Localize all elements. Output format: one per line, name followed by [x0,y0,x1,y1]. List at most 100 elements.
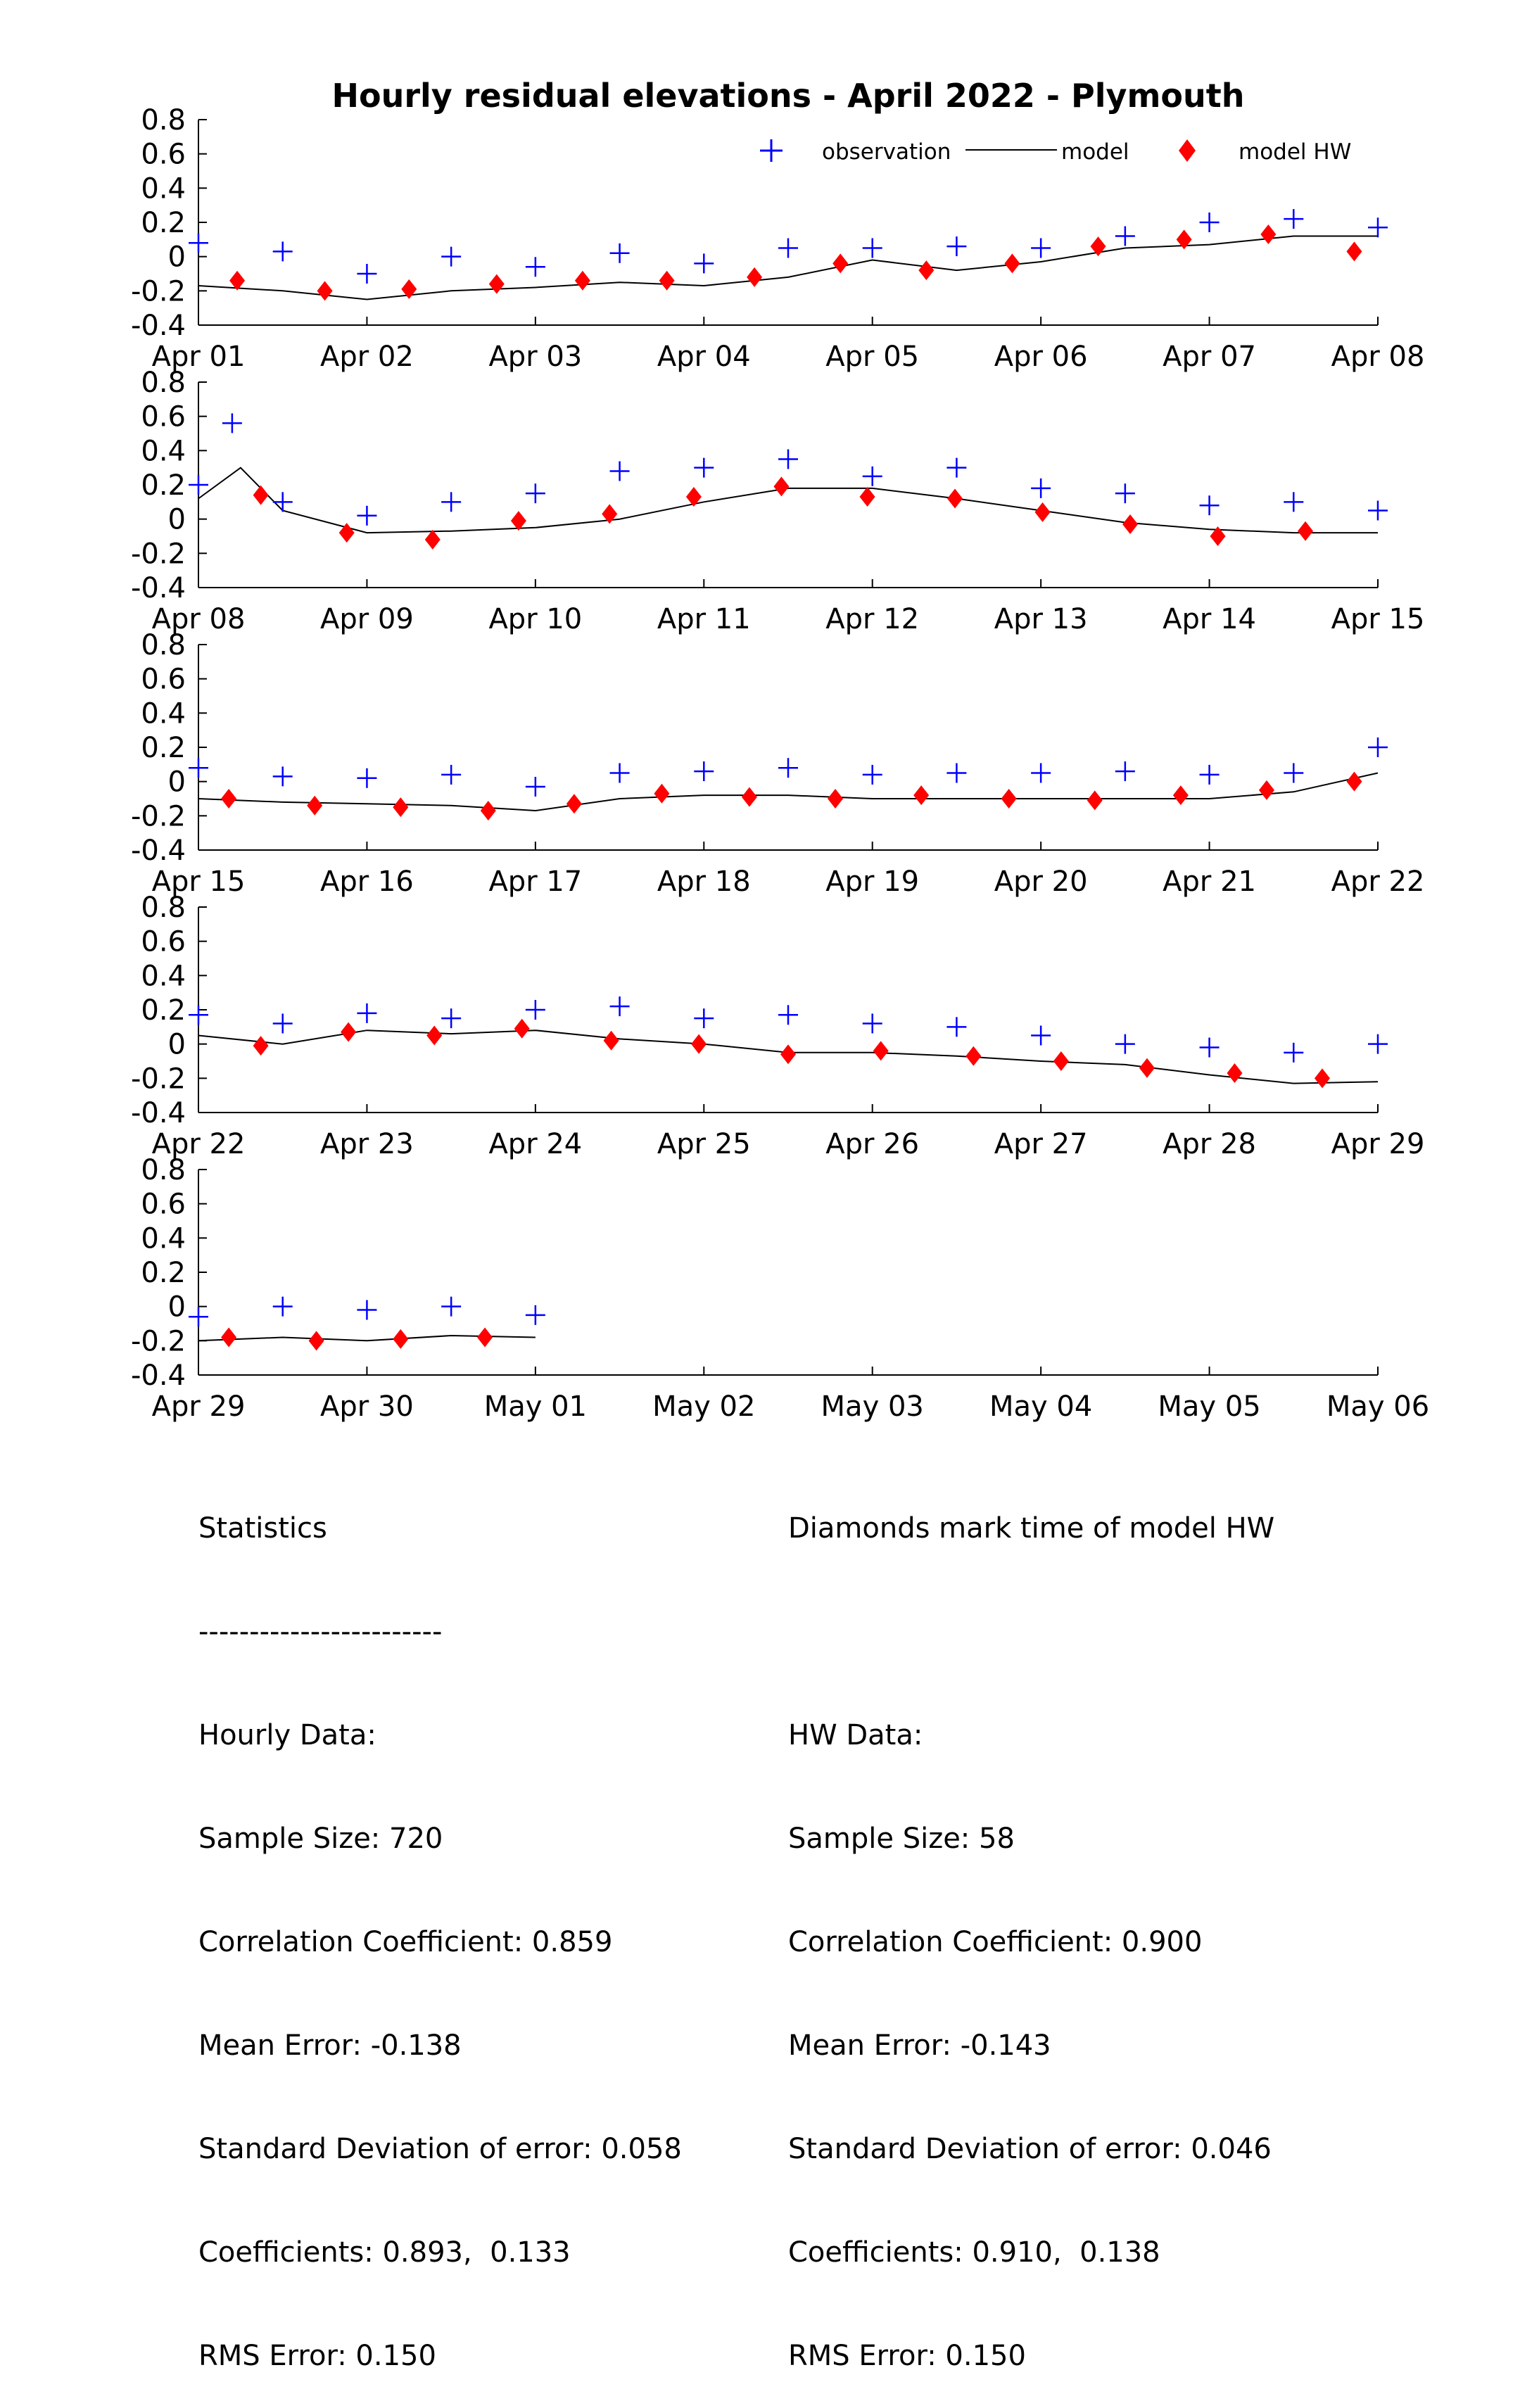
x-tick-label: Apr 10 [488,603,582,635]
model-hw-point [1210,526,1226,546]
y-tick-label: 0.6 [141,401,186,433]
observation-point [357,768,377,788]
model-hw-point [229,270,246,291]
x-tick-label: Apr 26 [825,1128,919,1160]
hw-spacer [788,1615,1274,1649]
y-tick-label: 0.4 [141,172,186,205]
y-tick-label: 0.2 [141,732,186,764]
x-tick-label: Apr 29 [1331,1128,1425,1160]
observation-point [1115,1034,1135,1054]
observation-point [441,1296,462,1317]
observation-point [272,492,293,512]
legend-model-hw-marker [1179,139,1196,162]
model-hw-point [480,801,496,821]
y-tick-label: -0.4 [131,1097,186,1129]
observation-point [946,236,967,257]
model-hw-point [1034,502,1051,522]
x-tick-label: Apr 15 [152,866,246,898]
y-tick-label: 0.8 [141,892,186,924]
observation-point [862,764,882,785]
model-hw-point [685,487,702,507]
observation-point [1115,226,1135,246]
y-tick-label: 0.6 [141,664,186,696]
observation-point [694,761,714,782]
observation-point [1284,1042,1304,1063]
y-tick-label: 0.8 [141,1154,186,1186]
model-hw-point [393,1329,409,1349]
legend-model-label: model [1061,139,1129,165]
observation-point [1284,492,1304,512]
y-tick-label: 0.2 [141,207,186,239]
y-tick-label: -0.2 [131,1063,186,1095]
model-hw-point [913,785,930,806]
observation-point [189,1005,208,1025]
y-tick-label: 0.8 [141,629,186,661]
y-tick-label: -0.2 [131,1325,186,1357]
x-tick-label: Apr 08 [1331,341,1425,373]
stats-coefficients: Coefficients: 0.893, 0.133 [198,2236,571,2269]
hw-coefficients: Coefficients: 0.910, 0.138 [788,2236,1160,2269]
model-hw-point [747,267,763,287]
y-tick-label: 0.8 [141,367,186,399]
x-tick-label: May 01 [484,1390,587,1423]
model-hw-point [602,504,618,524]
observation-point [272,1013,293,1034]
model-hw-point [1087,790,1103,811]
model-hw-point [659,270,675,291]
observation-point [189,475,208,495]
observation-point [525,1305,545,1325]
observation-point [441,764,462,785]
observation-point [1368,1034,1388,1054]
observation-point [357,1003,377,1023]
x-tick-label: May 03 [821,1390,924,1423]
x-tick-label: Apr 02 [320,341,414,373]
x-tick-label: Apr 11 [657,603,751,635]
model-hw-point [221,789,237,809]
observation-point [222,413,242,433]
x-tick-label: Apr 13 [994,603,1088,635]
x-tick-label: Apr 06 [994,341,1088,373]
model-hw-point [832,253,849,274]
observation-point [357,505,377,526]
x-tick-label: Apr 27 [994,1128,1088,1160]
y-tick-label: -0.4 [131,572,186,604]
x-tick-label: Apr 23 [320,1128,414,1160]
observation-point [1031,763,1051,783]
hw-correlation: Correlation Coefficient: 0.900 [788,1926,1203,1958]
chart-title: Hourly residual elevations - April 2022 … [331,77,1244,115]
x-tick-label: Apr 22 [152,1128,246,1160]
x-tick-label: Apr 18 [657,866,751,898]
observation-point [694,457,714,478]
model-hw-point [221,1327,237,1348]
stats-rule: ------------------------ [198,1616,443,1648]
model-hw-point [1004,253,1020,274]
observation-point [946,763,967,783]
model-hw-point [1314,1068,1330,1089]
x-tick-label: Apr 12 [825,603,919,635]
y-tick-label: 0 [168,766,186,799]
stats-std-dev: Standard Deviation of error: 0.058 [198,2133,682,2165]
model-hw-point [574,270,590,291]
observation-point [1199,495,1220,516]
observation-point [1368,217,1388,238]
stats-rms-error: RMS Error: 0.150 [198,2340,436,2372]
model-hw-point [828,789,844,809]
model-hw-point [1258,780,1274,800]
y-tick-label: 0.8 [141,104,186,137]
observation-point [1199,213,1220,232]
hw-statistics: Diamonds mark time of model HW HW Data: … [788,1443,1274,2408]
residual-chart: Hourly residual elevations - April 2022 … [131,77,1429,1423]
x-tick-label: Apr 21 [1163,866,1256,898]
x-tick-label: Apr 28 [1163,1128,1256,1160]
model-hw-point [341,1022,357,1042]
x-tick-label: Apr 05 [825,341,919,373]
x-tick-label: Apr 09 [320,603,414,635]
observation-point [1368,500,1388,521]
observation-point [1199,1037,1220,1058]
x-tick-label: Apr 08 [152,603,246,635]
hourly-statistics: Statistics ------------------------ Hour… [198,1443,682,2408]
model-hw-point [338,523,355,543]
